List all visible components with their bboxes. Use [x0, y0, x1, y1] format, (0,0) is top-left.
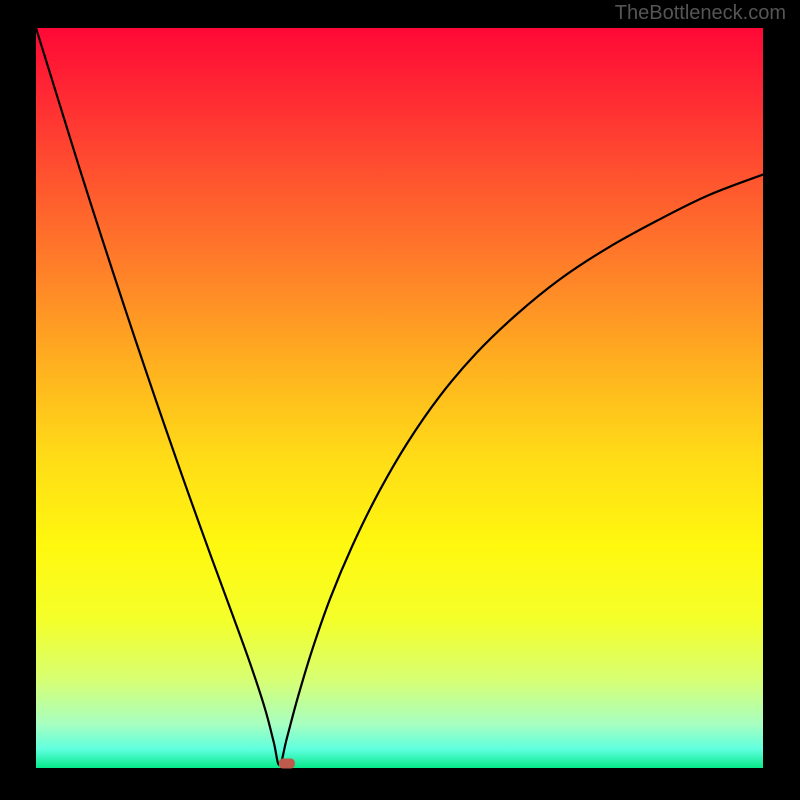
outer-frame: TheBottleneck.com — [0, 0, 800, 800]
bottleneck-chart — [0, 0, 800, 800]
plot-background — [36, 28, 763, 768]
watermark-text: TheBottleneck.com — [615, 2, 786, 25]
optimum-marker — [279, 759, 295, 769]
